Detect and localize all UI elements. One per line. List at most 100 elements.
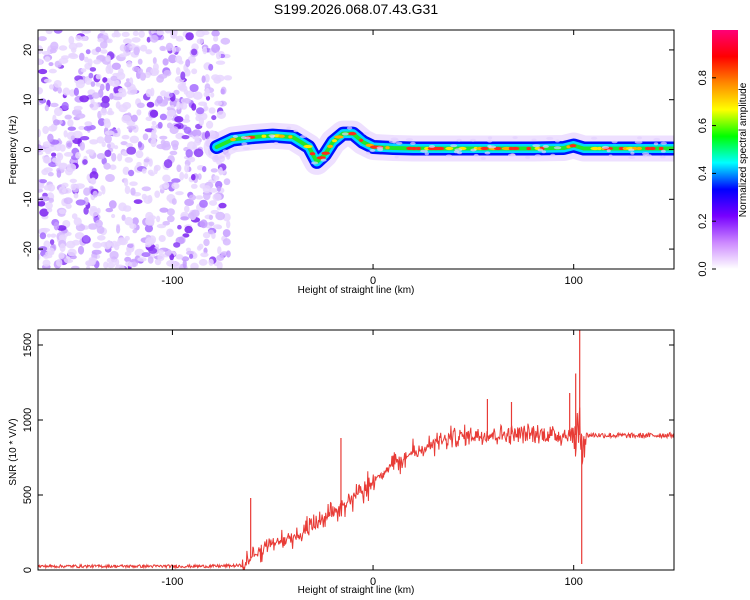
noise-blob	[89, 139, 99, 145]
spectrogram-x-ticks: -100 0 100	[161, 30, 583, 287]
noise-blob	[73, 105, 83, 111]
noise-blob	[209, 200, 218, 206]
noise-blob	[89, 67, 97, 72]
noise-blob	[64, 114, 72, 120]
noise-blob	[105, 207, 114, 213]
noise-blob	[106, 110, 115, 116]
noise-blob	[62, 87, 71, 96]
ridge-speckle	[405, 138, 413, 142]
ridge-speckle	[456, 138, 462, 142]
noise-blob	[188, 156, 196, 163]
noise-blob	[141, 193, 147, 200]
noise-blob	[38, 87, 43, 95]
ridge-speckle	[534, 154, 542, 158]
noise-blob	[188, 194, 197, 201]
ridge-speckle	[420, 149, 428, 153]
noise-blob	[166, 215, 175, 223]
noise-blob	[156, 30, 164, 36]
noise-blob	[195, 195, 204, 200]
noise-blob	[38, 129, 41, 138]
noise-blob	[81, 30, 92, 34]
noise-blob	[142, 133, 149, 141]
noise-blob	[43, 78, 52, 83]
noise-blob	[137, 141, 142, 148]
noise-blob	[204, 106, 209, 111]
noise-blob	[47, 172, 54, 177]
noise-blob	[171, 198, 177, 205]
noise-blob	[199, 199, 208, 208]
ridge-speckle	[470, 138, 476, 142]
noise-blob	[146, 101, 155, 108]
noise-blob	[106, 38, 113, 44]
noise-blob	[136, 161, 142, 167]
noise-blob	[169, 150, 178, 156]
noise-blob	[80, 136, 90, 141]
noise-blob	[88, 72, 94, 79]
noise-blob	[212, 193, 222, 202]
noise-blob	[114, 258, 120, 266]
noise-blob	[117, 153, 123, 162]
noise-blob	[75, 152, 81, 159]
colorbar-tick-label: 0.0	[697, 261, 709, 276]
noise-blob	[141, 252, 151, 258]
noise-blob	[56, 225, 67, 231]
ridge-hotspot	[278, 134, 285, 138]
noise-blob	[119, 53, 128, 58]
noise-blob	[39, 98, 47, 104]
noise-blob	[92, 241, 102, 249]
noise-blob	[124, 185, 131, 195]
noise-blob	[193, 148, 204, 158]
ridge-speckle	[320, 158, 327, 162]
noise-blob	[208, 221, 215, 226]
noise-blob	[84, 121, 93, 127]
noise-blob	[49, 48, 57, 54]
ridge-hotspot	[526, 146, 531, 151]
noise-blob	[103, 119, 111, 129]
noise-blob	[159, 135, 168, 140]
noise-blob	[129, 181, 138, 186]
x-tick-label: 0	[370, 275, 376, 287]
ridge-speckle	[628, 156, 636, 159]
ridge-speckle	[396, 141, 403, 145]
noise-blob	[124, 256, 132, 263]
noise-blob	[149, 34, 159, 43]
noise-blob	[90, 178, 96, 185]
noise-blob	[156, 215, 161, 223]
ridge-speckle	[428, 144, 435, 148]
noise-blob	[90, 81, 96, 87]
noise-blob	[89, 150, 94, 156]
ridge-speckle	[555, 139, 560, 143]
chart-title: S199.2026.068.07.43.G31	[274, 1, 438, 17]
noise-blob	[166, 260, 176, 267]
noise-blob	[203, 238, 210, 247]
snr-spikes	[250, 330, 583, 564]
noise-blob	[132, 261, 137, 268]
noise-blob	[156, 75, 165, 83]
noise-blob	[49, 239, 55, 246]
colorbar-ticks: 0.0 0.2 0.4 0.6 0.8	[697, 70, 716, 277]
noise-blob	[148, 247, 158, 254]
ridge-speckle	[630, 151, 635, 155]
noise-blob	[190, 183, 198, 189]
snr-x-ticks: -100 0 100	[161, 330, 583, 588]
noise-blob	[156, 143, 167, 150]
noise-blob	[226, 220, 231, 229]
noise-blob	[145, 237, 155, 246]
noise-blob	[156, 95, 163, 104]
noise-blob	[97, 38, 104, 43]
noise-blob	[126, 125, 137, 130]
noise-blob	[193, 140, 201, 146]
noise-blob	[201, 75, 206, 83]
noise-blob	[124, 157, 133, 163]
noise-blob	[48, 125, 57, 132]
noise-blob	[102, 77, 108, 83]
noise-blob	[126, 247, 131, 253]
noise-blob	[132, 217, 139, 226]
noise-blob	[147, 256, 154, 264]
noise-blob	[73, 192, 79, 199]
noise-blob	[112, 133, 121, 138]
noise-blob	[50, 41, 59, 50]
noise-blob	[146, 36, 151, 43]
noise-blob	[210, 92, 215, 98]
noise-blob	[55, 158, 62, 167]
